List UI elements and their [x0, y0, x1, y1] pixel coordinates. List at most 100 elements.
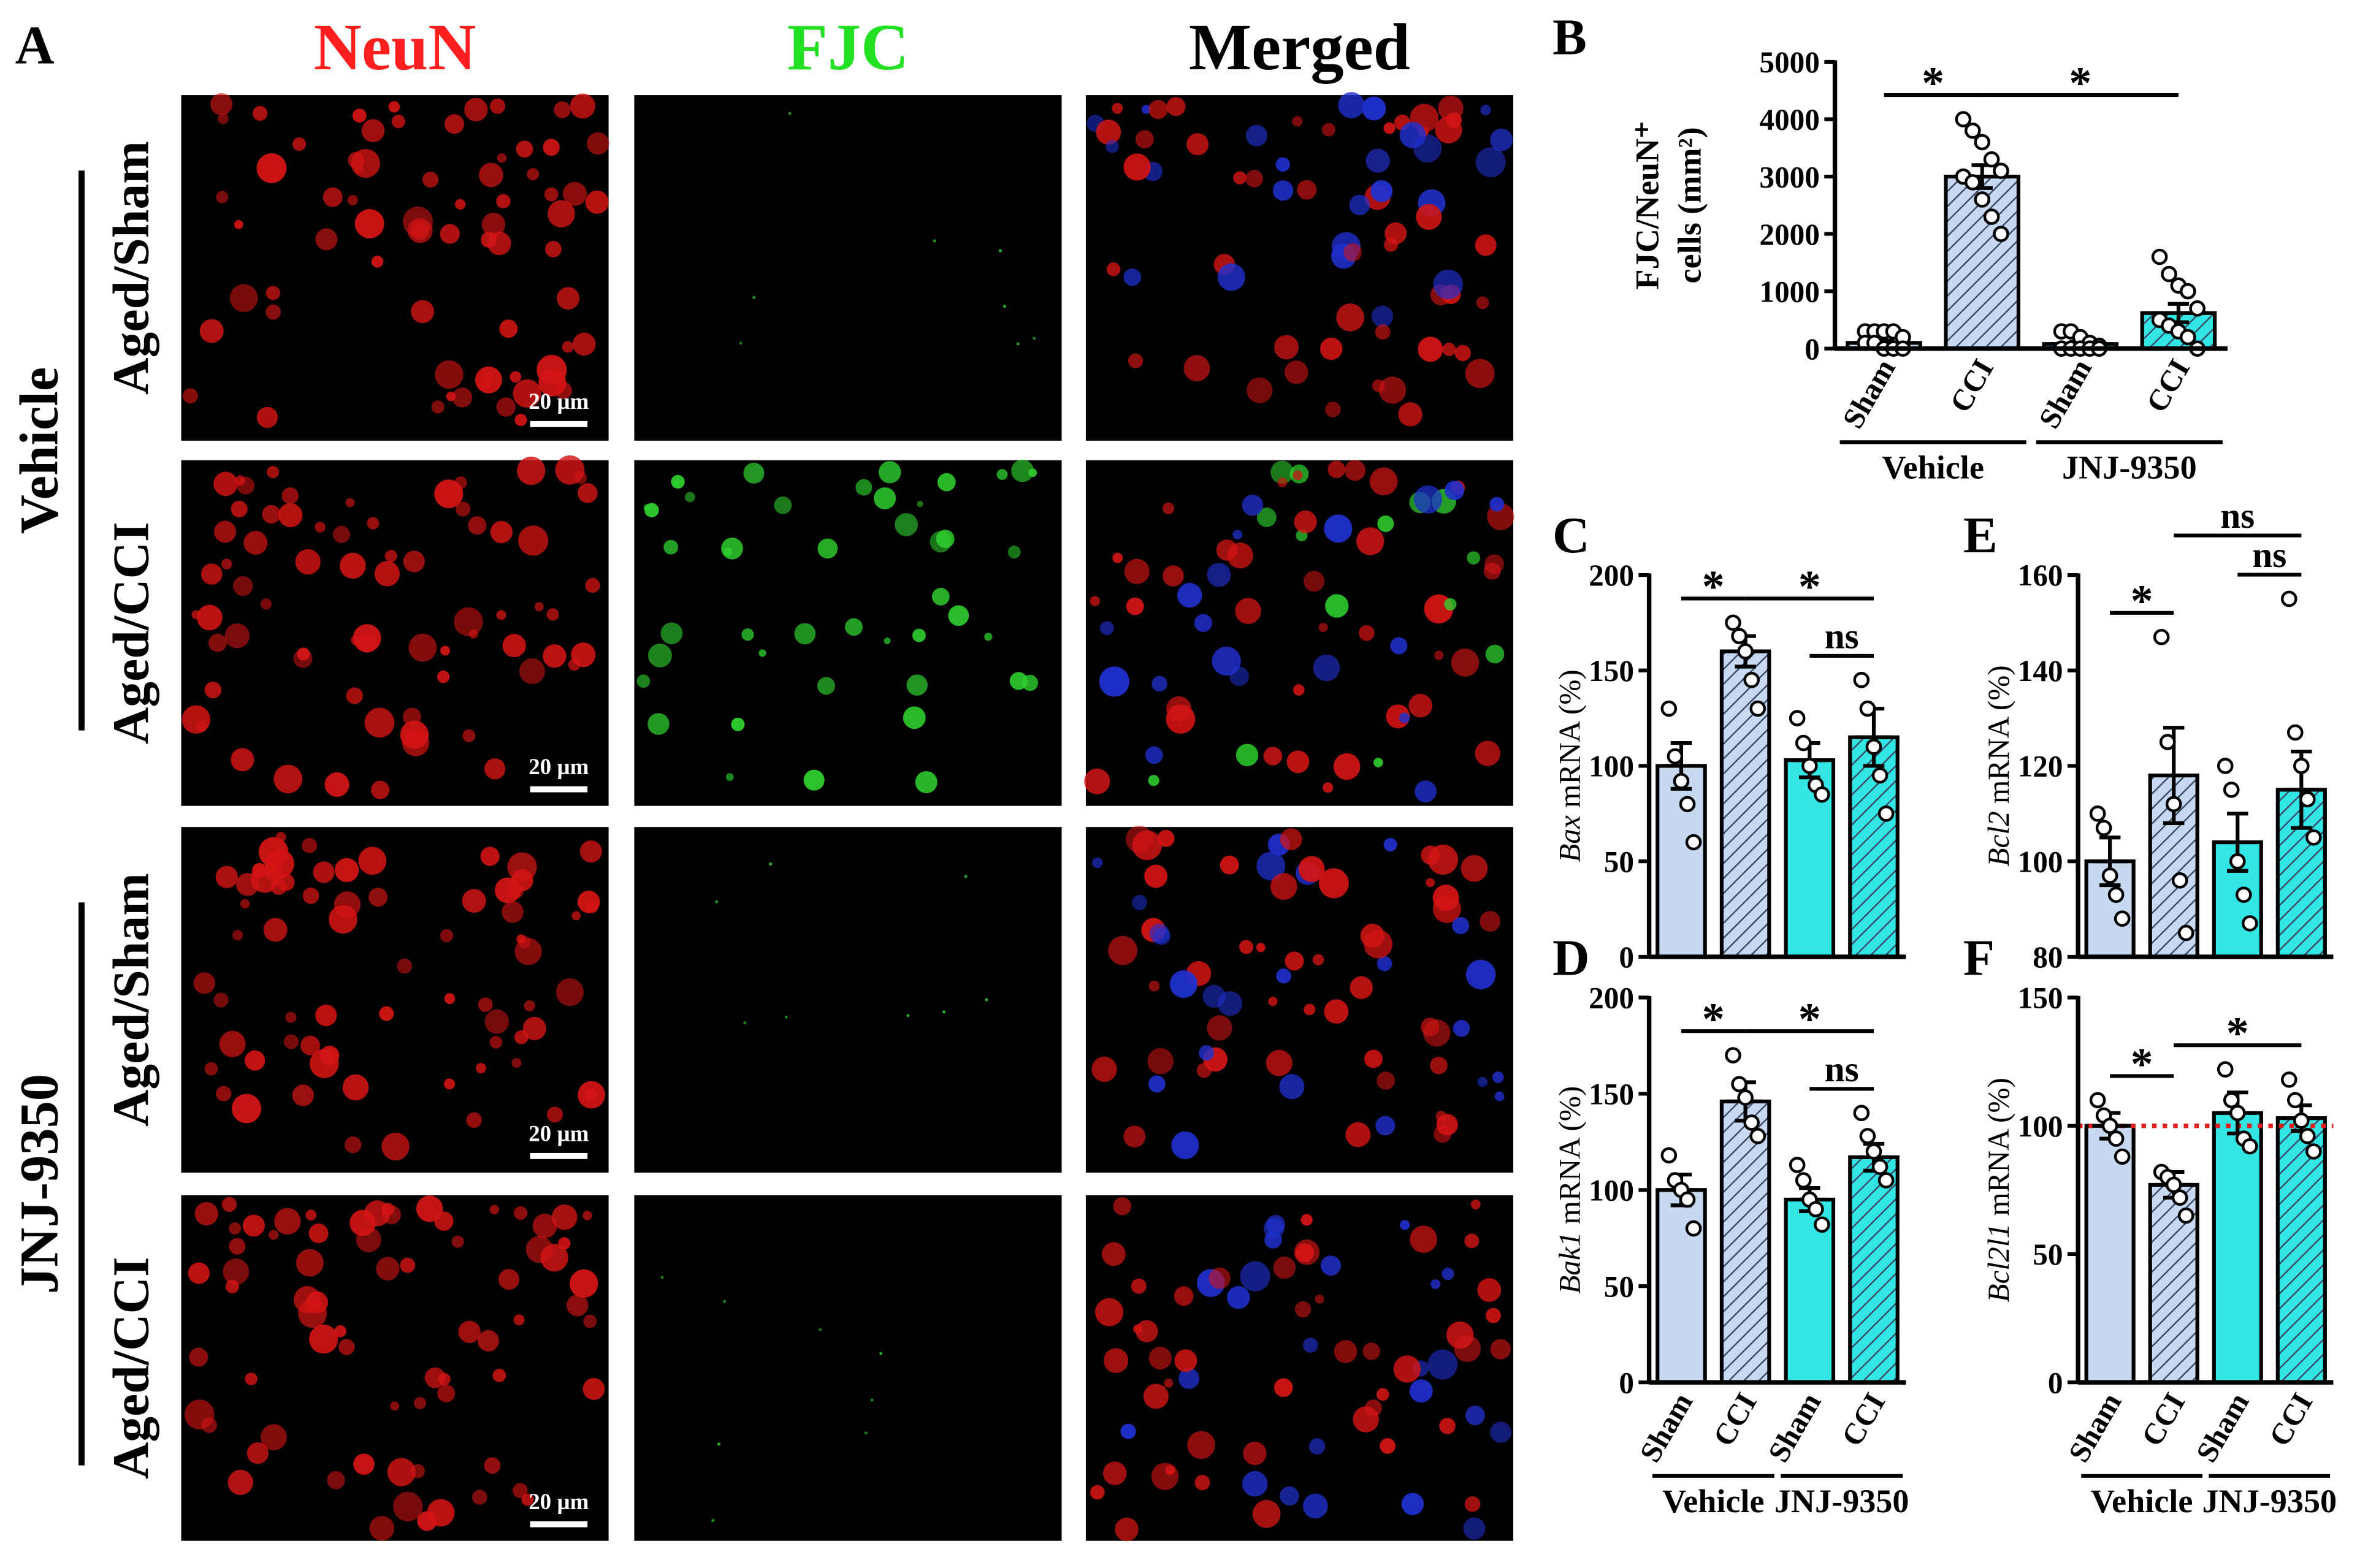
- cell: [462, 889, 486, 913]
- cell: [1091, 1056, 1117, 1082]
- error-bar: [2156, 726, 2191, 825]
- cell: [454, 476, 467, 489]
- cell: [1390, 637, 1408, 655]
- y-tick-label: 4000: [1759, 103, 1819, 137]
- cell: [1433, 269, 1463, 300]
- cell: [1152, 676, 1167, 692]
- cell: [1410, 1225, 1437, 1253]
- data-point: [1667, 748, 1684, 765]
- y-tick-label: 100: [2018, 1109, 2063, 1143]
- significance-label: ns: [1825, 616, 1859, 657]
- cell: [234, 219, 243, 229]
- cell: [1480, 911, 1501, 932]
- cell: [948, 605, 969, 626]
- cell: [1103, 1348, 1129, 1373]
- error-bar: [2220, 812, 2255, 873]
- cell: [263, 918, 288, 942]
- cell: [684, 492, 695, 503]
- cell: [1435, 1111, 1447, 1122]
- cell: [879, 461, 901, 484]
- cell: [1360, 923, 1385, 948]
- cell: [435, 360, 464, 389]
- cell: [475, 366, 502, 394]
- cell: [414, 1396, 426, 1409]
- cell: [1467, 551, 1480, 565]
- cell: [1099, 621, 1114, 636]
- cell: [1233, 171, 1247, 185]
- cell: [1212, 646, 1241, 676]
- data-point: [2153, 628, 2170, 645]
- cell: [232, 929, 243, 941]
- cell: [300, 1035, 320, 1056]
- y-axis-label: Bcl2 mRNA (%): [1982, 665, 2015, 866]
- cell: [1016, 342, 1020, 346]
- cell: [558, 1237, 571, 1250]
- cell: [1399, 712, 1410, 723]
- y-tick-label: 200: [1589, 558, 1634, 592]
- cell: [998, 249, 1002, 253]
- cell: [275, 832, 286, 843]
- cell: [1171, 1131, 1199, 1159]
- data-point: [1859, 1128, 1876, 1144]
- y-axis-unit: mRNA (%): [1553, 669, 1586, 808]
- cell: [1294, 1301, 1312, 1318]
- cell: [1336, 303, 1364, 332]
- cell: [1463, 1517, 1486, 1540]
- y-tick-label: 2000: [1759, 218, 1819, 251]
- cell: [445, 114, 464, 134]
- cell: [1383, 122, 1396, 134]
- cell: [213, 992, 229, 1008]
- data-point: [2177, 924, 2194, 942]
- cell: [216, 191, 229, 204]
- cell: [324, 772, 349, 797]
- scale-bar: [530, 1152, 588, 1159]
- cell: [1128, 353, 1144, 368]
- cell: [557, 287, 580, 310]
- cell: [1157, 829, 1175, 847]
- cell: [534, 602, 544, 612]
- cell: [577, 890, 600, 913]
- cell: [1475, 740, 1500, 766]
- cell: [265, 304, 281, 320]
- cell: [477, 1330, 499, 1352]
- cell: [1084, 768, 1110, 794]
- cell: [546, 608, 559, 621]
- cell: [458, 1320, 481, 1343]
- significance-label: *: [1798, 994, 1821, 1044]
- cell: [384, 550, 397, 563]
- cell: [582, 1378, 605, 1400]
- data-point: [2241, 1138, 2258, 1155]
- y-axis-label: Bcl2l1 mRNA (%): [1982, 1078, 2015, 1302]
- cell: [1256, 943, 1266, 953]
- cell: [225, 1279, 239, 1293]
- cell: [1095, 1298, 1124, 1326]
- cell: [437, 1384, 456, 1402]
- cell: [1408, 693, 1432, 718]
- significance-label: ns: [1825, 1049, 1859, 1089]
- data-point: [2179, 329, 2196, 346]
- data-point: [2165, 1176, 2182, 1193]
- cell: [537, 354, 567, 385]
- cell: [353, 624, 381, 652]
- cell: [295, 549, 321, 575]
- data-point: [2089, 1092, 2106, 1109]
- cell: [579, 840, 602, 863]
- cell: [345, 1136, 362, 1154]
- data-point: [1993, 162, 2009, 179]
- cell: [472, 1490, 487, 1505]
- cell: [348, 151, 365, 169]
- cell: [660, 622, 683, 645]
- cell: [1270, 460, 1294, 484]
- panel-label: B: [1553, 9, 1587, 66]
- cell: [305, 1209, 317, 1221]
- cell: [327, 1471, 345, 1490]
- cell: [227, 1469, 253, 1495]
- cell: [323, 187, 343, 207]
- bar: [1848, 1155, 1900, 1385]
- cell: [232, 1094, 261, 1124]
- data-point: [2287, 1092, 2304, 1109]
- cell: [1344, 460, 1365, 481]
- cell: [1318, 868, 1349, 899]
- cell: [752, 296, 756, 299]
- y-axis-label: Bax mRNA (%): [1553, 669, 1586, 862]
